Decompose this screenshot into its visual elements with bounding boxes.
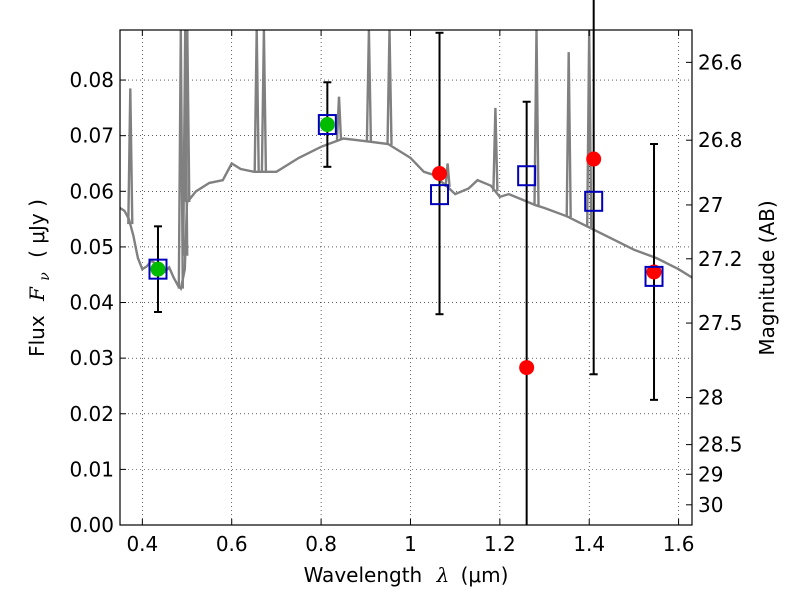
x-tick-label: 1 bbox=[404, 532, 417, 556]
data-point bbox=[319, 117, 335, 133]
y2-tick-label: 30 bbox=[698, 493, 723, 517]
model-photometry-box bbox=[317, 114, 337, 136]
y2-axis-label: Magnitude (AB) bbox=[755, 200, 779, 355]
model-spectrum-line bbox=[120, 137, 692, 292]
model-photometry-box bbox=[584, 190, 604, 212]
y2-tick-label: 27 bbox=[698, 193, 723, 217]
model-photometry-box bbox=[430, 184, 450, 206]
model-photometry-box bbox=[148, 258, 168, 280]
emission-line bbox=[253, 30, 260, 172]
x-tick-label: 1.6 bbox=[663, 532, 695, 556]
emission-line bbox=[184, 30, 191, 203]
x-axis-label-unit: (μm) bbox=[461, 563, 509, 587]
y-axis-label-symbol: F bbox=[25, 286, 49, 302]
y2-tick-label: 26.8 bbox=[698, 128, 743, 152]
y-axis: 0.00 0.01 0.02 0.03 0.04 0.05 0.06 0.07 0.08 bbox=[69, 68, 126, 537]
emission-line bbox=[177, 30, 184, 289]
emission-line bbox=[260, 30, 268, 172]
data-point bbox=[432, 165, 448, 181]
emission-line bbox=[365, 30, 373, 142]
y-tick-label: 0.06 bbox=[69, 179, 114, 203]
x-tick-label: 0.4 bbox=[126, 532, 158, 556]
plot-frame bbox=[119, 29, 693, 526]
y-tick-label: 0.00 bbox=[69, 513, 114, 537]
x-axis: 0.4 0.6 0.8 1 1.2 1.4 1.6 bbox=[126, 30, 695, 556]
y-tick-label: 0.02 bbox=[69, 402, 114, 426]
photometry-group bbox=[148, 0, 664, 525]
emission-line bbox=[586, 30, 593, 228]
x-tick-label: 0.6 bbox=[216, 532, 248, 556]
y-tick-label: 0.07 bbox=[69, 124, 114, 148]
emission-line bbox=[565, 52, 572, 218]
y-tick-label: 0.08 bbox=[69, 68, 114, 92]
y-axis-label-unit: ( μJy ) bbox=[25, 199, 49, 258]
model-photometry-box bbox=[644, 265, 664, 287]
emission-line bbox=[492, 107, 499, 192]
y-tick-label: 0.03 bbox=[69, 346, 114, 370]
y2-tick-label: 28.5 bbox=[698, 433, 743, 457]
emission-line bbox=[127, 88, 134, 225]
x-axis-label: Wavelength λ (μm) bbox=[304, 563, 509, 587]
x-tick-label: 1.2 bbox=[484, 532, 516, 556]
x-tick-label: 1.4 bbox=[573, 532, 605, 556]
y2-tick-label: 26.6 bbox=[698, 50, 743, 74]
model-group bbox=[120, 30, 692, 292]
y2-axis-magnitude: 26.6 26.8 27 27.2 27.5 28 28.5 29 30 bbox=[686, 50, 743, 517]
y-axis-label: Flux F ν ( μJy ) bbox=[25, 199, 54, 357]
emission-line bbox=[386, 30, 393, 145]
y2-tick-label: 27.2 bbox=[698, 247, 743, 271]
emission-line bbox=[533, 30, 540, 206]
x-tick-label: 0.8 bbox=[305, 532, 337, 556]
y-tick-label: 0.04 bbox=[69, 291, 114, 315]
y-axis-label-text: Flux bbox=[25, 315, 49, 357]
y2-tick-label: 27.5 bbox=[698, 311, 743, 335]
y2-tick-label: 28 bbox=[698, 386, 723, 410]
x-axis-label-text: Wavelength bbox=[304, 563, 423, 587]
data-point bbox=[150, 261, 166, 277]
data-point bbox=[646, 264, 662, 280]
x-axis-label-symbol: λ bbox=[436, 563, 450, 587]
plot-content bbox=[120, 0, 692, 525]
model-photometry-box bbox=[517, 165, 537, 187]
data-point bbox=[519, 360, 535, 376]
data-point bbox=[586, 151, 602, 167]
y-tick-label: 0.01 bbox=[69, 457, 114, 481]
y2-tick-label: 29 bbox=[698, 462, 723, 486]
y-axis-label-subscript: ν bbox=[37, 272, 53, 281]
grid-lines bbox=[120, 30, 692, 526]
emission-line bbox=[335, 96, 343, 141]
y-tick-label: 0.05 bbox=[69, 235, 114, 259]
emission-line bbox=[444, 163, 451, 188]
